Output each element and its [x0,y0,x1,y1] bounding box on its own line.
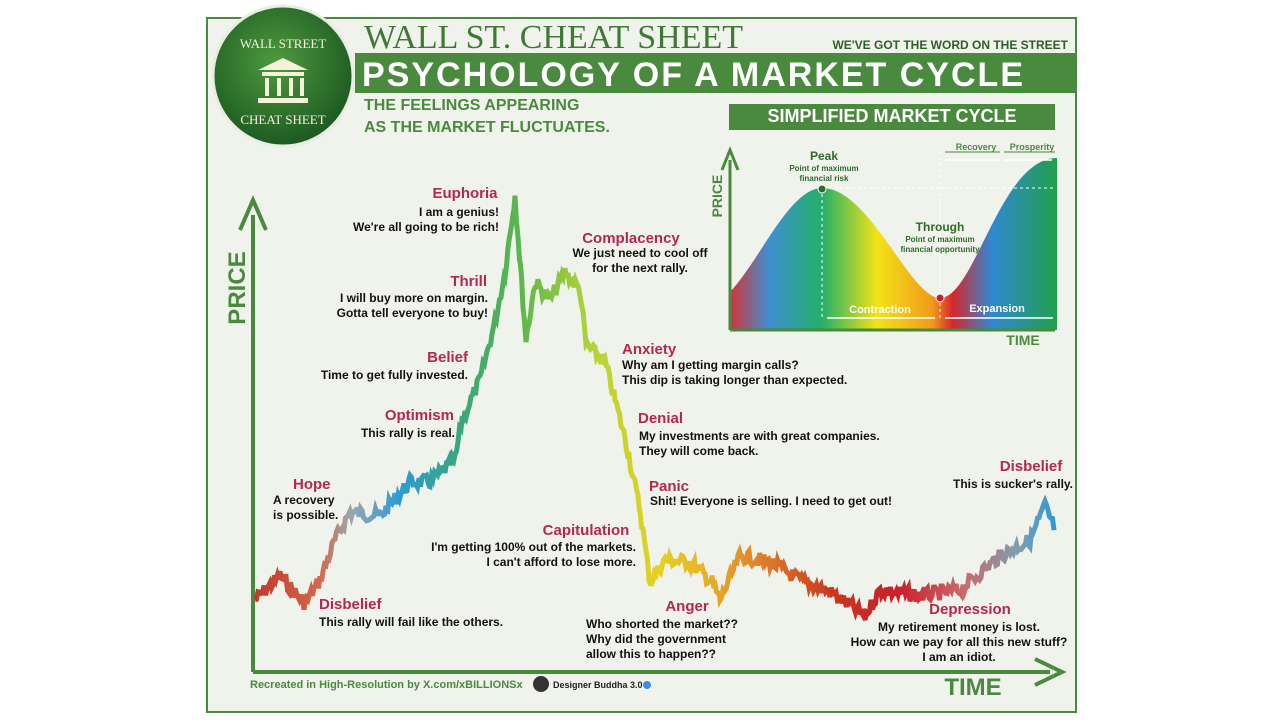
inset-title: SIMPLIFIED MARKET CYCLE [767,106,1016,126]
y-axis-label: PRICE [224,251,251,324]
subtitle: AS THE MARKET FLUCTUATES. [364,119,610,136]
trough-dot [935,293,945,303]
phase-text: We just need to cool off [572,246,708,260]
phase-text: How can we pay for all this new stuff? [851,635,1068,649]
phase-text: Why am I getting margin calls? [622,358,799,372]
subtitle: THE FEELINGS APPEARING [364,97,579,114]
phase-name: Hope [293,476,331,493]
phase-name: Complacency [582,230,680,247]
contraction-label: Contraction [849,304,911,316]
phase-text: for the next rally. [592,261,688,275]
peak-note: Point of maximum [789,164,858,173]
inset-y-label: PRICE [709,175,725,218]
phase-text: This is sucker's rally. [953,477,1073,491]
phase-name: Thrill [450,273,487,290]
credit: Recreated in High-Resolution by X.com/xB… [250,679,523,691]
phase-text: We're all going to be rich! [353,220,499,234]
phase-text: This dip is taking longer than expected. [622,373,847,387]
phase-text: Gotta tell everyone to buy! [337,306,488,320]
logo-text: WALL STREET [240,36,327,51]
x-axis-label: TIME [944,674,1001,701]
phase-text: I can't afford to lose more. [486,555,636,569]
phase-name: Denial [638,410,683,427]
title-band [355,53,1076,93]
phase-name: Anxiety [622,341,677,358]
recovery-label: Recovery [956,142,997,152]
price-line [254,195,1057,622]
phase-name: Disbelief [1000,458,1064,475]
peak-label: Peak [810,149,838,163]
phase-name: Euphoria [432,185,498,202]
phase-text: I will buy more on margin. [340,291,488,305]
phase-name: Belief [427,349,469,366]
phase-text: This rally will fail like the others. [319,615,503,629]
phase-name: Optimism [385,407,454,424]
phase-text: Who shorted the market?? [586,617,738,631]
inset-guides [821,152,1055,318]
inset-title-band [729,104,1055,130]
inset-x-label: TIME [1006,332,1039,348]
avatar [533,676,549,692]
phase-text: My investments are with great companies. [639,429,880,443]
phase-name: Anger [665,598,709,615]
phase-text: I am an idiot. [922,650,995,664]
logo-text: CHEAT SHEET [240,112,325,127]
inset-arrows [827,159,1053,319]
phase-text: I am a genius! [419,205,499,219]
title-top: WALL ST. CHEAT SHEET [364,19,743,56]
trough-note: financial opportunity [900,245,980,254]
phase-text: A recovery [273,493,335,507]
phase-text: I'm getting 100% out of the markets. [431,540,636,554]
verified-icon [643,681,651,689]
phase-text: This rally is real. [361,426,455,440]
trough-label: Through [916,220,965,234]
phase-text: allow this to happen?? [586,647,716,661]
phase-name: Depression [929,601,1011,618]
expansion-label: Expansion [969,303,1025,315]
phase-text: My retirement money is lost. [878,620,1040,634]
phase-name: Disbelief [319,596,383,613]
phase-name: Capitulation [543,522,630,539]
phase-text: Time to get fully invested. [321,368,468,382]
phase-text: Why did the government [586,632,726,646]
trough-note: Point of maximum [905,235,974,244]
phase-text: They will come back. [639,444,758,458]
phase-text: Shit! Everyone is selling. I need to get… [650,494,892,508]
logo-icon [258,58,308,103]
peak-dot [817,184,827,194]
prosperity-label: Prosperity [1010,142,1055,152]
inset-axes [720,145,1055,332]
title: PSYCHOLOGY OF A MARKET CYCLE [362,56,1025,94]
phase-text: is possible. [273,508,338,522]
designer: Designer Buddha 3.0 [553,680,643,690]
peak-note: financial risk [800,174,849,183]
tagline: WE'VE GOT THE WORD ON THE STREET [832,38,1068,52]
inset-curve [730,158,1057,330]
main-axes [238,194,1067,687]
phase-name: Panic [649,478,689,495]
